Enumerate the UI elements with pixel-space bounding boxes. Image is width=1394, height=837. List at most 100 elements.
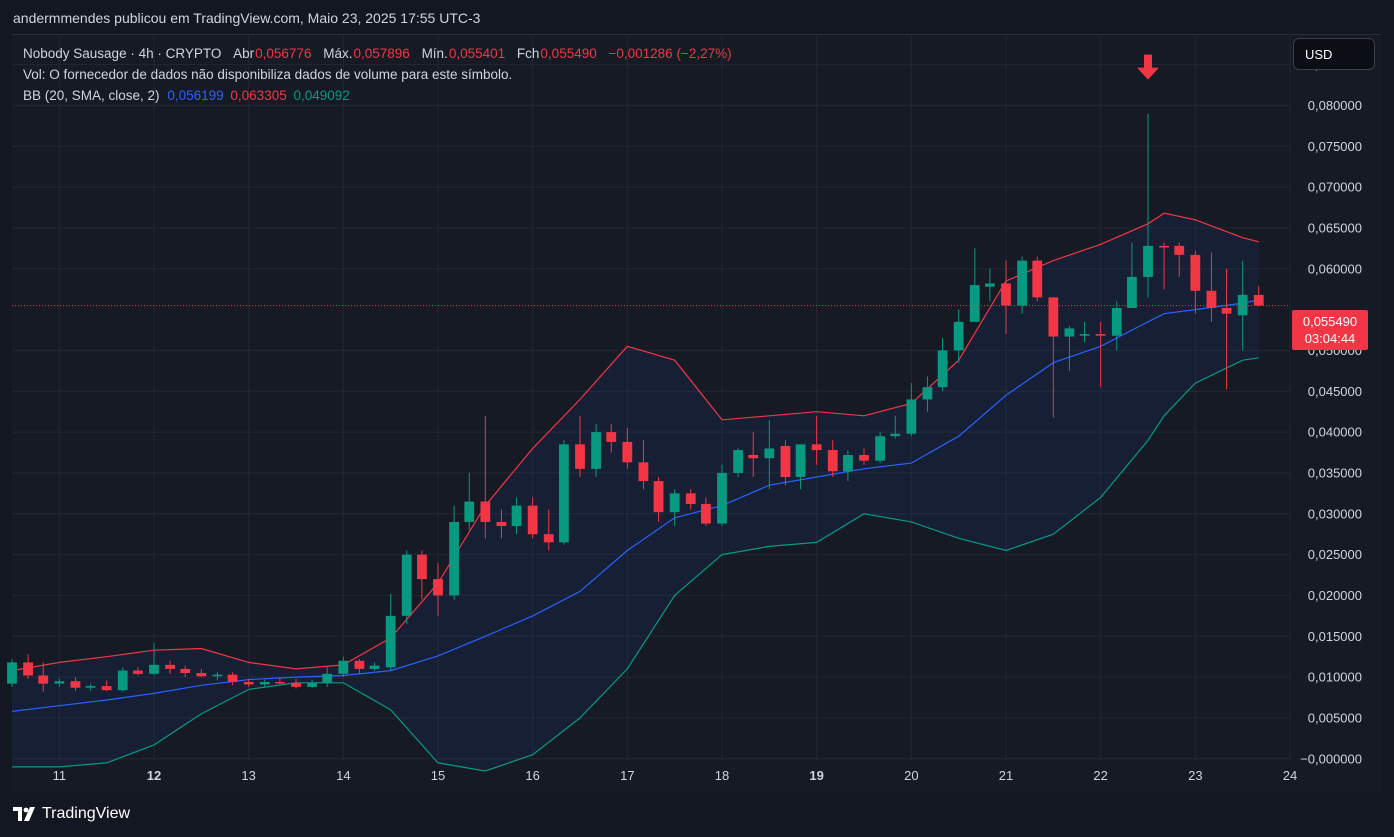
candle-body <box>795 444 806 478</box>
candle-body <box>733 450 743 473</box>
bollinger-lower-line <box>12 357 1259 772</box>
price-axis-tick: 0,015000 <box>1308 629 1362 644</box>
last-price-value: 0,055490 <box>1302 314 1358 329</box>
time-axis: 11 12 13 14 15 16 17 18 19 20 21 22 23 24 <box>53 768 1298 783</box>
candle-body <box>1079 334 1090 336</box>
bollinger-legend[interactable]: BB (20, SMA, close, 2) 0,056199 0,063305… <box>23 88 350 103</box>
candle-body <box>243 682 254 685</box>
published-by-header: andermmendes publicou em TradingView.com… <box>13 10 481 26</box>
candle <box>953 309 964 363</box>
candle <box>669 489 680 527</box>
chart-frame[interactable] <box>12 34 1381 792</box>
candle <box>322 667 333 687</box>
candle-body <box>1127 276 1137 308</box>
candle-body <box>464 501 475 522</box>
ohlc-legend[interactable]: Nobody Sausage · 4h · CRYPTO Abr0,056776… <box>23 46 732 61</box>
candle-body <box>906 399 917 434</box>
last-price-label: 0,055490 03:04:44 <box>1292 310 1368 350</box>
bollinger-basis-value: 0,056199 <box>167 88 224 103</box>
candle <box>417 550 427 600</box>
candle <box>449 505 459 600</box>
time-axis-tick: 16 <box>525 768 539 783</box>
candle <box>259 679 270 687</box>
candle <box>401 550 412 625</box>
candle <box>701 497 711 527</box>
down-arrow-icon <box>1137 54 1159 80</box>
candle <box>859 448 869 465</box>
candle <box>906 383 917 437</box>
volume-note: Vol: O fornecedor de dados não disponibi… <box>23 67 513 82</box>
candles <box>7 113 1264 692</box>
candle <box>937 338 948 392</box>
candle-body <box>1064 328 1075 337</box>
candle <box>369 662 380 671</box>
currency-button[interactable]: USD <box>1293 38 1375 70</box>
candle-body <box>38 675 49 684</box>
change-value: −0,001286 (−2,27%) <box>608 46 732 61</box>
candle <box>527 497 538 539</box>
time-axis-tick: 23 <box>1188 768 1202 783</box>
bollinger-upper-value: 0,063305 <box>230 88 287 103</box>
open-label: Abr <box>233 46 255 61</box>
bollinger-label[interactable]: BB (20, SMA, close, 2) <box>23 88 160 103</box>
time-axis-tick: 22 <box>1093 768 1107 783</box>
candle-body <box>291 682 301 687</box>
candle <box>133 667 143 676</box>
candle <box>70 677 81 691</box>
candle-body <box>322 673 333 683</box>
time-axis-tick: 24 <box>1283 768 1297 783</box>
candle-body <box>811 444 822 451</box>
candle <box>1017 256 1027 314</box>
candle-body <box>23 662 33 676</box>
candle <box>1206 252 1217 322</box>
candle <box>85 683 96 691</box>
candle-body <box>480 501 491 522</box>
tradingview-logo-icon <box>13 807 35 821</box>
candle-body <box>827 450 838 472</box>
candle <box>1064 325 1075 371</box>
candle-body <box>985 283 995 287</box>
symbol-label[interactable]: Nobody Sausage · 4h · CRYPTO <box>23 46 222 61</box>
close-value: 0,055490 <box>540 46 597 61</box>
candle-body <box>511 505 522 527</box>
candle <box>733 448 743 478</box>
tradingview-logo[interactable]: TradingView <box>13 805 130 823</box>
candle <box>685 489 696 510</box>
candle-body <box>212 674 223 677</box>
candle-body <box>591 432 601 469</box>
open-value: 0,056776 <box>255 46 312 61</box>
candle <box>811 415 822 465</box>
candle-body <box>1048 297 1059 337</box>
candle-body <box>1143 245 1153 277</box>
candle <box>464 472 475 531</box>
candle-body <box>606 432 617 442</box>
candle <box>795 444 806 490</box>
candle-body <box>1095 334 1106 336</box>
candle-body <box>7 662 17 684</box>
candle <box>243 678 254 687</box>
price-axis-tick: 0,025000 <box>1308 547 1362 562</box>
price-axis-tick: 0,030000 <box>1308 506 1362 521</box>
candle-body <box>1221 307 1232 314</box>
candle <box>511 497 522 535</box>
candle <box>433 562 443 616</box>
candle <box>1048 297 1059 418</box>
candle-body <box>101 686 112 691</box>
low-value: 0,055401 <box>448 46 506 61</box>
candle-body <box>227 674 238 683</box>
time-axis-tick: 17 <box>620 768 634 783</box>
candle-body <box>937 350 948 388</box>
candle <box>748 432 759 478</box>
candle-body <box>401 554 412 616</box>
time-axis-tick: 12 <box>147 768 161 783</box>
high-value: 0,057896 <box>353 46 410 61</box>
price-axis-tick: 0,010000 <box>1308 670 1362 685</box>
candle <box>985 268 995 302</box>
candle-body <box>275 682 285 684</box>
price-axis-tick: 0,065000 <box>1308 220 1362 235</box>
candle-body <box>1253 294 1264 306</box>
candle <box>1221 268 1232 390</box>
candle-body <box>117 670 128 691</box>
candle <box>1143 113 1153 298</box>
